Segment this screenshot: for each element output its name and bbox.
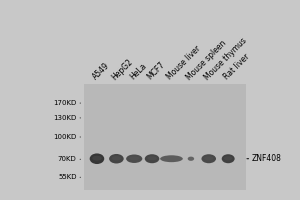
Ellipse shape	[112, 156, 121, 160]
Ellipse shape	[202, 154, 216, 163]
Text: 100KD: 100KD	[53, 134, 76, 140]
Text: HepG2: HepG2	[110, 57, 135, 82]
Ellipse shape	[164, 157, 179, 160]
Ellipse shape	[204, 156, 214, 160]
Text: 55KD: 55KD	[58, 174, 76, 180]
Bar	[84, 84, 246, 190]
Text: MCF7: MCF7	[146, 60, 167, 82]
Ellipse shape	[147, 156, 157, 160]
Text: HeLa: HeLa	[128, 62, 148, 82]
Text: 130KD: 130KD	[53, 115, 76, 121]
Text: ZNF408: ZNF408	[252, 154, 282, 163]
Ellipse shape	[109, 154, 124, 164]
Text: Mouse spleen: Mouse spleen	[184, 38, 228, 82]
Ellipse shape	[188, 157, 194, 161]
Ellipse shape	[92, 156, 102, 161]
Ellipse shape	[126, 154, 142, 163]
Ellipse shape	[189, 158, 193, 159]
Text: A549: A549	[91, 61, 111, 82]
Text: Mouse liver: Mouse liver	[165, 44, 202, 82]
Ellipse shape	[90, 153, 104, 164]
Text: 70KD: 70KD	[58, 156, 76, 162]
Ellipse shape	[222, 154, 235, 163]
Text: Rat liver: Rat liver	[222, 52, 251, 82]
Ellipse shape	[160, 155, 183, 162]
Ellipse shape	[224, 156, 232, 160]
Ellipse shape	[129, 156, 140, 160]
Ellipse shape	[145, 154, 159, 163]
Text: Mouse thymus: Mouse thymus	[202, 36, 248, 82]
Text: 170KD: 170KD	[53, 100, 76, 106]
